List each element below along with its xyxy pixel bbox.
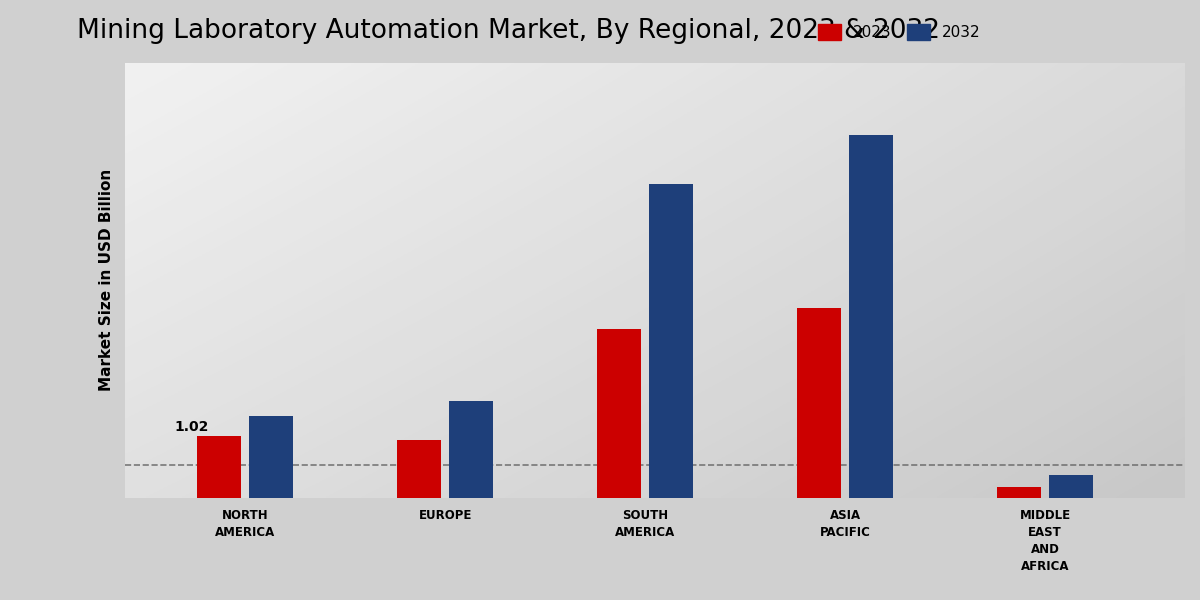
Y-axis label: Market Size in USD Billion: Market Size in USD Billion xyxy=(98,169,114,391)
Text: 1.02: 1.02 xyxy=(175,421,209,434)
Bar xyxy=(997,487,1040,498)
Legend: 2023, 2032: 2023, 2032 xyxy=(811,18,986,46)
Bar xyxy=(797,308,841,498)
Bar xyxy=(450,401,493,498)
Bar xyxy=(596,329,641,498)
Text: Mining Laboratory Automation Market, By Regional, 2023 & 2032: Mining Laboratory Automation Market, By … xyxy=(78,18,941,44)
Bar xyxy=(850,136,894,498)
Bar xyxy=(397,440,440,498)
Bar xyxy=(250,416,294,498)
Bar xyxy=(1050,475,1093,498)
Bar xyxy=(649,184,694,498)
Bar xyxy=(197,436,241,498)
